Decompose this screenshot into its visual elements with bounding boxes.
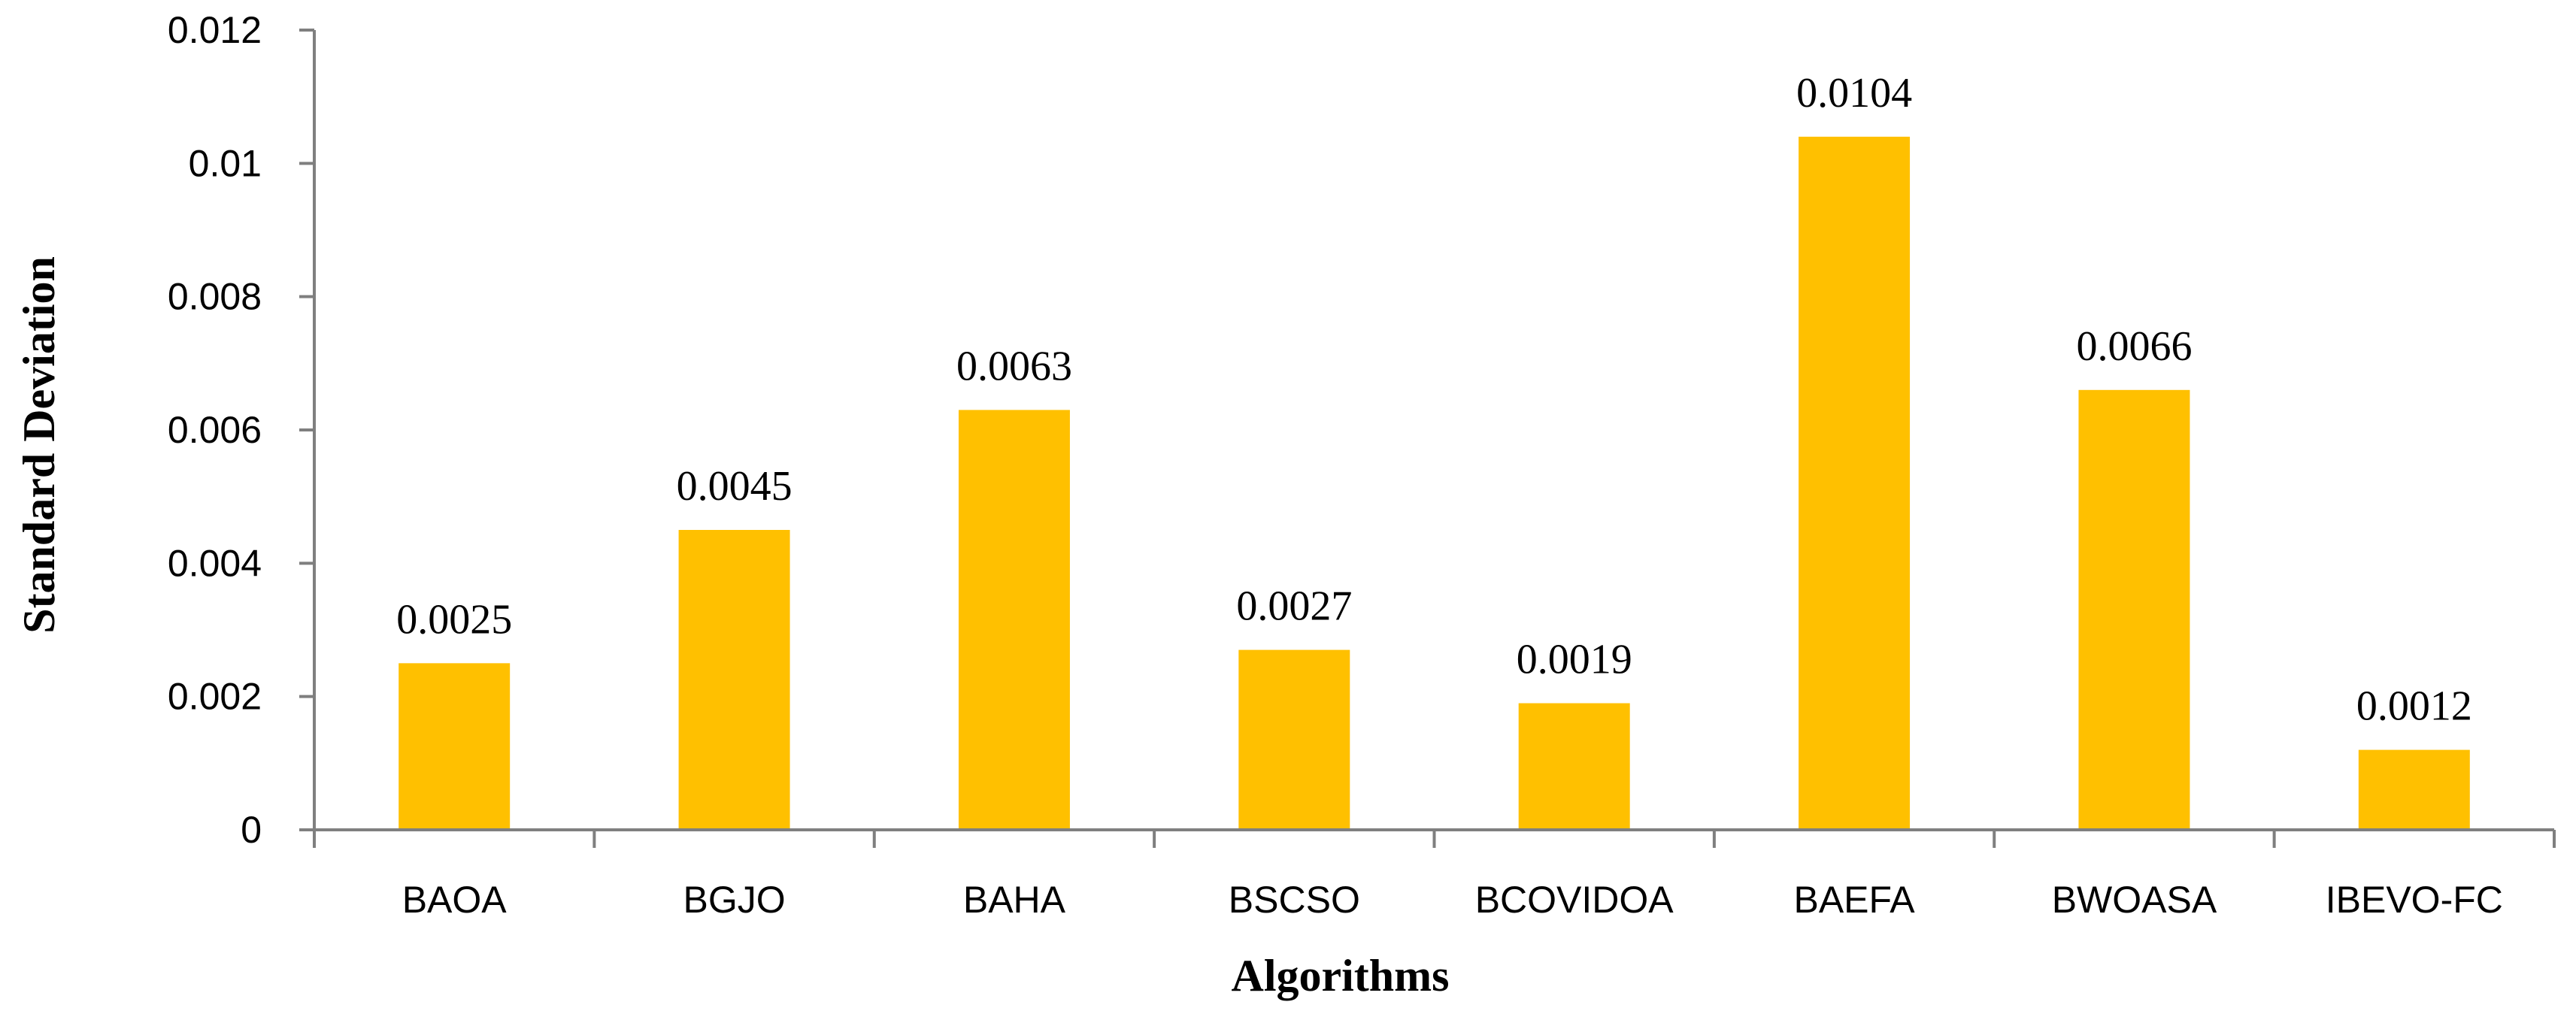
x-axis-ticks: BAOA BGJO BAHA BSCSO BCOVIDOA BAEFA BWOASA IBEV… (313, 830, 2556, 921)
data-label-bgjo: 0.0045 (677, 463, 792, 510)
x-tick-label: IBEVO-FC (2326, 879, 2503, 921)
bar-bgjo (678, 530, 790, 830)
x-tick-label: BAEFA (1793, 879, 1915, 921)
x-tick-label: BAOA (402, 879, 508, 921)
y-tick-label: 0.008 (168, 276, 262, 318)
bars-group (399, 136, 2470, 830)
y-tick-label: 0.002 (168, 676, 262, 718)
bar-bscso (1238, 649, 1350, 830)
y-tick-label: 0 (241, 809, 262, 851)
bar-baefa (1799, 136, 1911, 830)
bar-bcovidoa (1518, 703, 1630, 830)
y-tick-label: 0.01 (189, 142, 262, 184)
y-tick-label: 0.006 (168, 409, 262, 451)
bar-bwoasa (2078, 389, 2190, 830)
y-tick-label: 0.012 (168, 9, 262, 51)
data-label-baefa: 0.0104 (1796, 70, 1912, 117)
data-label-baha: 0.0063 (956, 343, 1072, 389)
data-label-bscso: 0.0027 (1236, 583, 1352, 630)
data-label-baoa: 0.0025 (396, 596, 512, 643)
x-tick-label: BSCSO (1229, 879, 1360, 921)
bar-baha (958, 410, 1070, 830)
data-labels-group: 0.0025 0.0045 0.0063 0.0027 0.0019 0.0104 0.00… (396, 70, 2472, 730)
data-label-bwoasa: 0.0066 (2076, 323, 2192, 370)
x-tick-label: BGJO (683, 879, 785, 921)
data-label-ibevo-fc: 0.0012 (2356, 683, 2472, 730)
x-axis-title: Algorithms (1232, 951, 1450, 1000)
x-tick-label: BWOASA (2052, 879, 2217, 921)
data-label-bcovidoa: 0.0019 (1517, 637, 1632, 683)
bar-ibevo-fc (2358, 749, 2470, 830)
bar-baoa (399, 663, 511, 830)
y-axis-title: Standard Deviation (14, 256, 64, 634)
x-tick-label: BCOVIDOA (1475, 879, 1674, 921)
x-tick-label: BAHA (963, 879, 1066, 921)
y-axis-ticks: 0 0.002 0.004 0.006 0.008 0.01 0.012 (168, 9, 314, 851)
y-tick-label: 0.004 (168, 542, 262, 584)
